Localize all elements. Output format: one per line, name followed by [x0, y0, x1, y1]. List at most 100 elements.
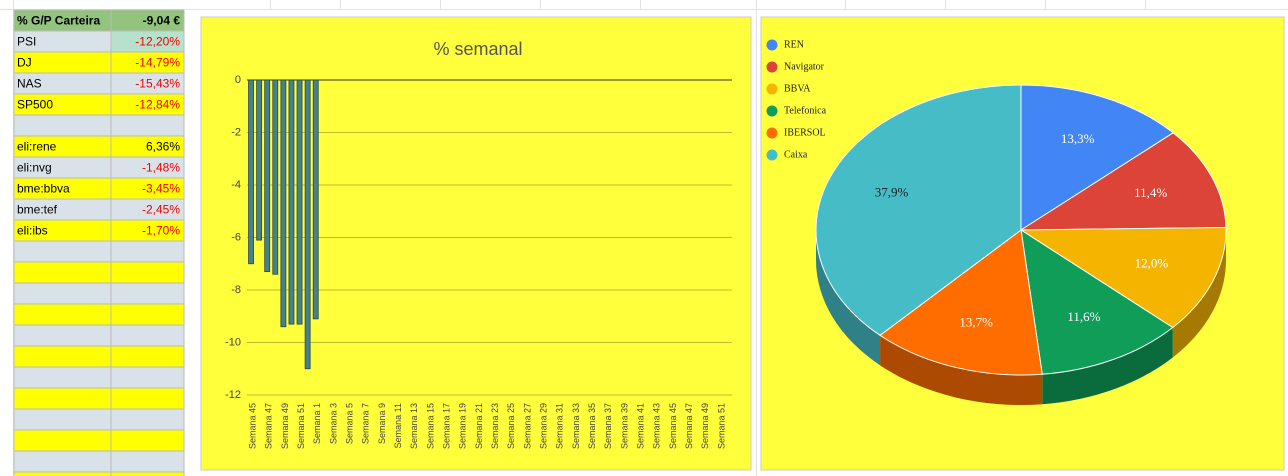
row-value: -3,45% [142, 182, 180, 196]
bar [248, 79, 254, 265]
x-tick-label: Semana 3 [328, 403, 338, 444]
legend-swatch [766, 105, 778, 117]
bar [264, 79, 271, 273]
chart-title: % semanal [433, 39, 522, 59]
bar [272, 79, 279, 275]
legend-label: Navigator [784, 61, 825, 72]
x-tick-label: Semana 27 [522, 403, 532, 449]
row-cell [110, 408, 185, 431]
y-tick-label: -4 [231, 179, 241, 191]
row-cell [110, 324, 185, 347]
y-tick-label: -12 [225, 389, 241, 401]
row-value: -14,79% [135, 56, 180, 70]
legend-swatch [766, 149, 778, 161]
slice [815, 84, 1022, 336]
x-tick-label: Semana 49 [700, 403, 710, 449]
row-cell [110, 471, 185, 476]
row-cell [13, 261, 112, 284]
x-tick-label: Semana 23 [490, 403, 500, 449]
legend-label: IBERSOL [784, 127, 826, 138]
row-value: -15,43% [135, 77, 180, 91]
slice-side [880, 335, 1043, 405]
data-label: 11,4% [1134, 185, 1167, 200]
row-cell [13, 408, 112, 431]
x-tick-label: Semana 9 [377, 403, 387, 444]
slice [1020, 228, 1174, 375]
slice-side [816, 230, 881, 366]
bar [304, 79, 311, 370]
legend-swatch [766, 127, 778, 139]
slice [1020, 84, 1175, 231]
row-cell [110, 114, 185, 137]
slice-side [1042, 327, 1173, 405]
x-tick-label: Semana 7 [361, 403, 371, 444]
x-tick-label: Semana 11 [393, 403, 403, 448]
x-tick-label: Semana 31 [555, 403, 565, 449]
row-cell [13, 429, 112, 452]
row-value: -1,70% [142, 224, 180, 238]
legend-label: Telefonica [784, 105, 827, 116]
row-cell [110, 240, 185, 263]
legend-swatch [766, 61, 778, 73]
y-tick-label: -6 [231, 231, 241, 243]
x-tick-label: Semana 45 [247, 403, 257, 449]
row-cell [13, 471, 112, 476]
bar [256, 79, 263, 241]
bar [296, 79, 303, 325]
x-tick-label: Semana 5 [344, 403, 354, 444]
row-cell [110, 261, 185, 284]
row-cell [13, 282, 112, 305]
x-tick-label: Semana 47 [684, 403, 694, 449]
slice-side [1172, 230, 1226, 358]
x-tick-label: Semana 25 [506, 403, 516, 449]
y-tick-label: 0 [235, 74, 241, 86]
x-tick-label: Semana 45 [668, 403, 678, 449]
row-cell [110, 429, 185, 452]
x-tick-label: Semana 17 [441, 403, 451, 449]
row-cell [110, 387, 185, 410]
row-cell [110, 366, 185, 389]
legend-label: BBVA [784, 83, 811, 94]
header-label: % G/P Carteira [17, 14, 100, 28]
data-label: 13,3% [1061, 131, 1095, 146]
row-value: -12,20% [135, 35, 180, 49]
x-tick-label: Semana 51 [716, 403, 726, 449]
data-label: 13,7% [959, 314, 993, 329]
y-tick-label: -2 [231, 126, 241, 138]
row-value: -1,48% [142, 161, 180, 175]
bar [312, 79, 319, 320]
x-tick-label: Semana 15 [425, 403, 435, 449]
row-cell [13, 324, 112, 347]
row-label: eli:ibs [17, 224, 48, 238]
y-tick-label: -8 [231, 284, 241, 296]
x-tick-label: Semana 19 [458, 403, 468, 449]
row-value: 6,36% [146, 140, 180, 154]
data-label: 12,0% [1135, 256, 1169, 271]
legend-swatch [766, 83, 778, 95]
slice [879, 229, 1043, 376]
row-label: NAS [17, 77, 42, 91]
row-label: eli:rene [17, 140, 57, 154]
row-cell [13, 303, 112, 326]
row-cell [110, 303, 185, 326]
x-tick-label: Semana 33 [571, 403, 581, 449]
legend-swatch [766, 39, 778, 51]
bar [288, 79, 295, 325]
row-label: SP500 [17, 98, 53, 112]
row-cell [13, 450, 112, 473]
x-tick-label: Semana 49 [280, 403, 290, 449]
row-cell [110, 282, 185, 305]
data-label: 11,6% [1067, 309, 1100, 324]
y-tick-label: -10 [225, 336, 241, 348]
x-tick-label: Semana 35 [587, 403, 597, 449]
x-tick-label: Semana 47 [264, 403, 274, 449]
row-cell [13, 345, 112, 368]
legend-label: REN [784, 39, 804, 50]
slice [1019, 226, 1227, 329]
x-tick-label: Semana 37 [603, 403, 613, 449]
x-tick-label: Semana 1 [312, 403, 322, 444]
x-tick-label: Semana 13 [409, 403, 419, 449]
row-value: -2,45% [142, 203, 180, 217]
